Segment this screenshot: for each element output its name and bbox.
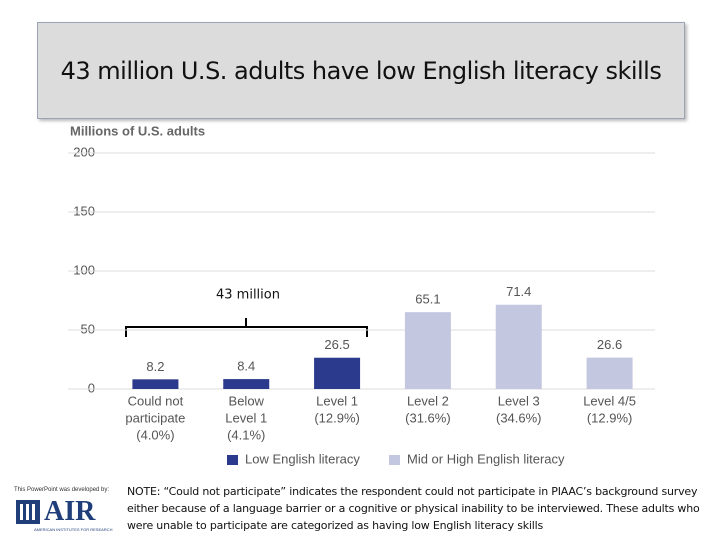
bar: [223, 379, 270, 389]
bar: [404, 312, 451, 389]
x-tick-label: (34.6%): [496, 410, 542, 425]
bar: [132, 379, 179, 389]
legend-label: Low English literacy: [245, 451, 360, 466]
bracket: [125, 318, 368, 337]
x-tick-label: Level 3: [498, 393, 540, 408]
note: NOTE: “Could not participate” indicates …: [127, 485, 700, 532]
value-label: 26.5: [324, 337, 349, 352]
annotation: 43 million: [216, 288, 280, 303]
x-tick-label: Could not: [128, 393, 184, 408]
y-tick-label: 50: [81, 321, 95, 336]
y-tick-label: 150: [73, 203, 95, 218]
value-label: 65.1: [415, 292, 440, 307]
value-label: 8.4: [237, 359, 255, 374]
slide-title: 43 million U.S. adults have low English …: [37, 22, 685, 119]
y-tick-label: 100: [73, 262, 95, 277]
x-tick-label: (31.6%): [405, 410, 451, 425]
x-tick-label: (12.9%): [587, 410, 633, 425]
value-label: 8.2: [146, 359, 164, 374]
legend-label: Mid or High English literacy: [407, 451, 565, 466]
x-tick-label: (4.0%): [136, 427, 174, 442]
logo-icon: [16, 500, 40, 524]
x-tick-label: Level 4/5: [583, 393, 636, 408]
bar: [314, 357, 361, 389]
x-tick-label: participate: [125, 410, 185, 425]
x-tick-label: Level 2: [407, 393, 449, 408]
x-tick-label: (4.1%): [227, 427, 265, 442]
x-tick-label: Below: [229, 393, 265, 408]
value-label: 71.4: [506, 284, 531, 299]
bar: [586, 357, 633, 389]
bar: [495, 304, 542, 389]
y-axis-label: Millions of U.S. adults: [70, 123, 205, 138]
legend-swatch: [227, 455, 238, 465]
x-tick-label: Level 1: [225, 410, 267, 425]
legend-swatch: [389, 455, 400, 465]
logo-name: AIR: [44, 496, 96, 527]
logo-caption: This PowerPoint was developed by:: [14, 487, 110, 493]
y-tick-label: 200: [73, 144, 95, 159]
value-label: 26.6: [597, 337, 622, 352]
x-tick-label: Level 1: [316, 393, 358, 408]
logo-subtitle: AMERICAN INSTITUTES FOR RESEARCH: [34, 527, 113, 532]
x-tick-label: (12.9%): [314, 410, 360, 425]
y-tick-label: 0: [88, 380, 95, 395]
